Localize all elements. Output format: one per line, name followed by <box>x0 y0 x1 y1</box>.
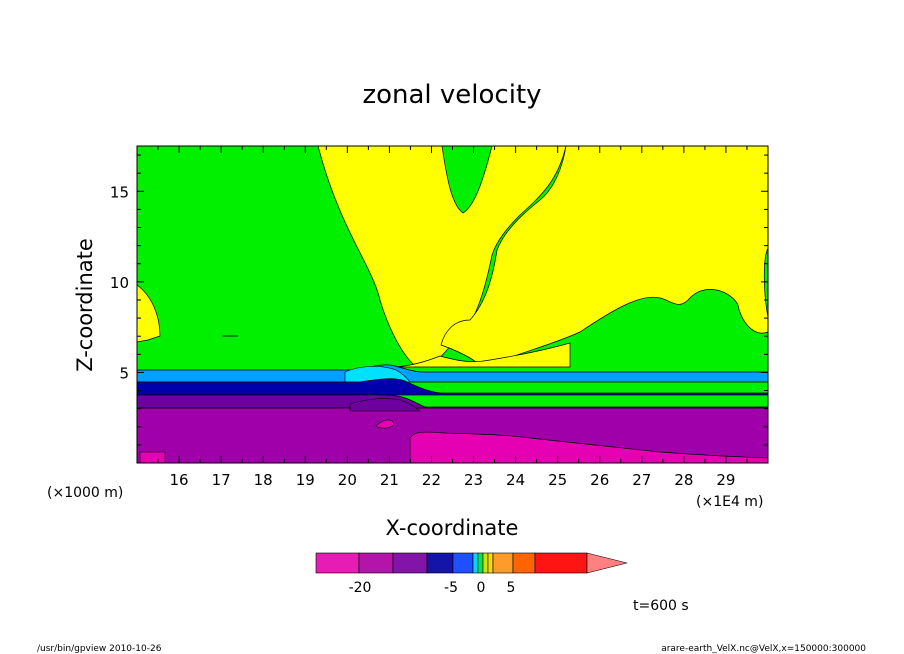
colorbar-tick-label: 5 <box>507 580 516 596</box>
footer-left: /usr/bin/gpview 2010-10-26 <box>37 644 162 654</box>
y-tick-label: 15 <box>110 183 129 201</box>
colorbar <box>315 552 628 574</box>
colorbar-segment <box>452 552 474 574</box>
colorbar-segment <box>472 552 479 574</box>
x-unit-right: (×1E4 m) <box>696 494 763 510</box>
region-navy-band <box>136 378 769 396</box>
colorbar-segment <box>358 552 394 574</box>
x-tick-label: 18 <box>254 471 273 489</box>
x-tick-label: 21 <box>380 471 399 489</box>
x-tick-label: 25 <box>548 471 567 489</box>
colorbar-segment <box>512 552 536 574</box>
x-tick-label: 24 <box>506 471 525 489</box>
region-yellow-main <box>317 145 567 367</box>
x-tick-label: 29 <box>716 471 735 489</box>
x-tick-label: 26 <box>590 471 609 489</box>
colorbar-segment <box>487 552 494 574</box>
region-yellow-low <box>394 342 571 368</box>
colorbar-segment <box>482 552 489 574</box>
colorbar-tick-label: -5 <box>444 580 458 596</box>
region-cyan-bump <box>344 366 411 383</box>
region-dark-purple-band <box>136 394 769 409</box>
x-axis-label: X-coordinate <box>386 516 519 540</box>
time-label: t=600 s <box>633 598 689 614</box>
colorbar-segment <box>492 552 514 574</box>
region-magenta-small <box>375 419 395 429</box>
x-unit-left: (×1000 m) <box>47 485 123 501</box>
footer-right: arare-earth_VelX.nc@VelX,x=150000:300000 <box>661 644 866 654</box>
colorbar-tick-label: 0 <box>477 580 486 596</box>
chart-title: zonal velocity <box>362 80 541 110</box>
x-tick-label: 19 <box>296 471 315 489</box>
region-magenta-corner <box>139 451 166 464</box>
colorbar-tick-labels: -20 -5 0 5 <box>349 580 516 596</box>
x-tick-label: 16 <box>170 471 189 489</box>
plot-area <box>136 145 769 464</box>
x-tick-label: 28 <box>674 471 693 489</box>
y-axis-ticks: 5 10 15 <box>110 154 768 446</box>
y-tick-label: 10 <box>110 274 129 292</box>
colorbar-segment <box>426 552 454 574</box>
colorbar-arrow <box>586 552 628 574</box>
y-axis-label: Z-coordinate <box>73 238 97 372</box>
x-tick-label: 23 <box>464 471 483 489</box>
x-tick-label: 17 <box>212 471 231 489</box>
colorbar-segment <box>392 552 428 574</box>
colorbar-segment <box>315 552 360 574</box>
x-axis-ticks: 16 17 18 19 20 21 22 23 24 25 26 27 28 29 <box>157 146 748 489</box>
colorbar-segment <box>477 552 484 574</box>
y-tick-label: 5 <box>119 364 129 382</box>
region-yellow-right <box>440 145 769 363</box>
region-yellow-left <box>136 284 161 343</box>
x-tick-label: 22 <box>422 471 441 489</box>
x-tick-label: 27 <box>632 471 651 489</box>
colorbar-tick-label: -20 <box>349 580 372 596</box>
x-tick-label: 20 <box>338 471 357 489</box>
region-purple-dip <box>349 398 421 412</box>
colorbar-segment <box>534 552 588 574</box>
region-magenta-blob <box>409 431 769 464</box>
